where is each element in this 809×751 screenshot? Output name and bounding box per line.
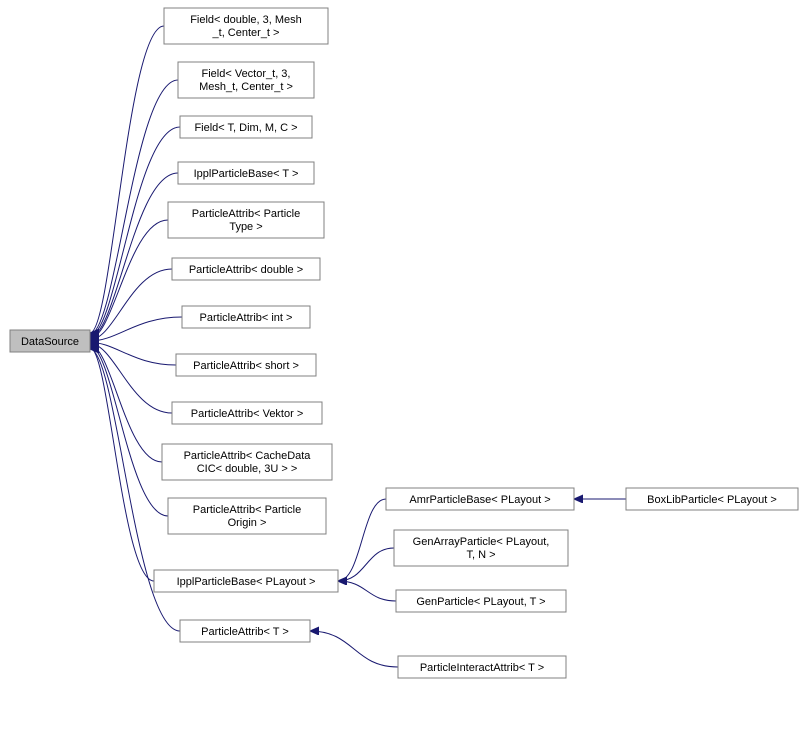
node-label-line2: _t, Center_t > <box>212 27 280 39</box>
node-label-line1: GenArrayParticle< PLayout, <box>413 536 550 548</box>
node-label-line1: ParticleAttrib< CacheData <box>184 450 312 462</box>
node-label-line2: T, N > <box>466 549 495 561</box>
node-n10[interactable]: ParticleAttrib< CacheDataCIC< double, 3U… <box>162 444 332 480</box>
node-label: BoxLibParticle< PLayout > <box>647 494 777 506</box>
node-n5[interactable]: ParticleAttrib< ParticleType > <box>168 202 324 238</box>
node-label: GenParticle< PLayout, T > <box>416 596 545 608</box>
node-label-line2: Type > <box>229 221 262 233</box>
inheritance-edge <box>338 581 396 601</box>
node-n8[interactable]: ParticleAttrib< short > <box>176 354 316 376</box>
node-n18[interactable]: BoxLibParticle< PLayout > <box>626 488 798 510</box>
node-label: AmrParticleBase< PLayout > <box>409 494 550 506</box>
node-n2[interactable]: Field< Vector_t, 3,Mesh_t, Center_t > <box>178 62 314 98</box>
node-label: ParticleInteractAttrib< T > <box>420 662 544 674</box>
inheritance-edge <box>338 548 394 581</box>
nodes-group: DataSource Field< double, 3, Mesh_t, Cent… <box>10 8 798 678</box>
node-label-line2: Mesh_t, Center_t > <box>199 81 293 93</box>
node-n6[interactable]: ParticleAttrib< double > <box>172 258 320 280</box>
node-n7[interactable]: ParticleAttrib< int > <box>182 306 310 328</box>
node-label: Field< T, Dim, M, C > <box>194 122 297 134</box>
inheritance-edge <box>90 346 168 516</box>
inheritance-edge <box>90 127 180 336</box>
node-n13[interactable]: ParticleAttrib< T > <box>180 620 310 642</box>
node-n3[interactable]: Field< T, Dim, M, C > <box>180 116 312 138</box>
node-n17[interactable]: ParticleInteractAttrib< T > <box>398 656 566 678</box>
node-label-line2: Origin > <box>228 517 267 529</box>
inheritance-edge <box>90 26 164 333</box>
node-label-line2: CIC< double, 3U > > <box>197 463 298 475</box>
inheritance-edge <box>90 317 182 341</box>
node-n14[interactable]: AmrParticleBase< PLayout > <box>386 488 574 510</box>
inheritance-diagram: DataSource Field< double, 3, Mesh_t, Cent… <box>0 0 809 751</box>
node-label: IpplParticleBase< T > <box>194 168 299 180</box>
inheritance-edge <box>90 348 154 581</box>
node-n9[interactable]: ParticleAttrib< Vektor > <box>172 402 322 424</box>
node-n1[interactable]: Field< double, 3, Mesh_t, Center_t > <box>164 8 328 44</box>
node-root: DataSource <box>10 330 90 352</box>
node-label: ParticleAttrib< short > <box>193 360 299 372</box>
node-label-line1: Field< double, 3, Mesh <box>190 14 302 26</box>
node-n4[interactable]: IpplParticleBase< T > <box>178 162 314 184</box>
node-label: IpplParticleBase< PLayout > <box>177 576 316 588</box>
node-n12[interactable]: IpplParticleBase< PLayout > <box>154 570 338 592</box>
node-n15[interactable]: GenArrayParticle< PLayout,T, N > <box>394 530 568 566</box>
node-label: ParticleAttrib< int > <box>200 312 293 324</box>
node-label-line1: ParticleAttrib< Particle <box>193 504 302 516</box>
inheritance-edge <box>90 220 168 338</box>
node-label: DataSource <box>21 336 79 348</box>
node-n16[interactable]: GenParticle< PLayout, T > <box>396 590 566 612</box>
node-label-line1: ParticleAttrib< Particle <box>192 208 301 220</box>
node-label: ParticleAttrib< Vektor > <box>191 408 304 420</box>
inheritance-edge <box>310 631 398 667</box>
node-label-line1: Field< Vector_t, 3, <box>202 68 291 80</box>
node-label: ParticleAttrib< T > <box>201 626 289 638</box>
node-label: ParticleAttrib< double > <box>189 264 303 276</box>
node-n11[interactable]: ParticleAttrib< ParticleOrigin > <box>168 498 326 534</box>
